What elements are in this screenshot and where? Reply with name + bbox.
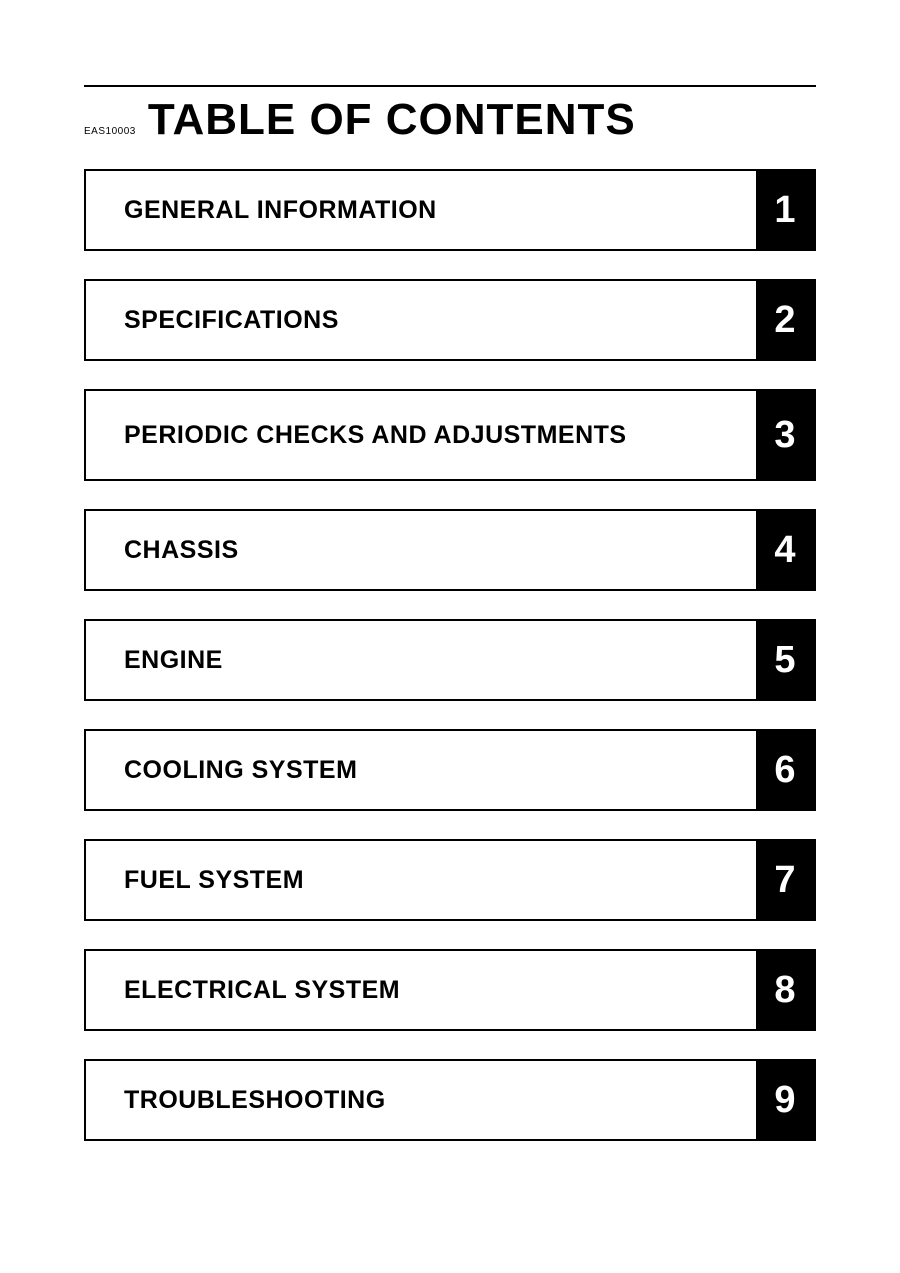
toc-row-general-information[interactable]: GENERAL INFORMATION 1 bbox=[84, 169, 816, 251]
toc-label-cell: CHASSIS bbox=[86, 511, 756, 589]
toc-label-cell: ENGINE bbox=[86, 621, 756, 699]
toc-number-cell: 1 bbox=[756, 171, 814, 249]
toc-label-cell: PERIODIC CHECKS AND ADJUSTMENTS bbox=[86, 391, 756, 479]
toc-label: COOLING SYSTEM bbox=[124, 755, 357, 785]
toc-row-fuel-system[interactable]: FUEL SYSTEM 7 bbox=[84, 839, 816, 921]
toc-label-cell: TROUBLESHOOTING bbox=[86, 1061, 756, 1139]
toc-number-cell: 7 bbox=[756, 841, 814, 919]
doc-code: EAS10003 bbox=[84, 126, 136, 137]
toc-row-periodic-checks[interactable]: PERIODIC CHECKS AND ADJUSTMENTS 3 bbox=[84, 389, 816, 481]
toc-number: 9 bbox=[774, 1079, 795, 1122]
toc-number: 6 bbox=[774, 749, 795, 792]
toc-number-cell: 5 bbox=[756, 621, 814, 699]
toc-label: PERIODIC CHECKS AND ADJUSTMENTS bbox=[124, 420, 627, 450]
toc-label: TROUBLESHOOTING bbox=[124, 1085, 386, 1115]
toc-label: ELECTRICAL SYSTEM bbox=[124, 975, 400, 1005]
header-rule bbox=[84, 85, 816, 87]
header-line: EAS10003 TABLE OF CONTENTS bbox=[84, 95, 816, 145]
toc-row-troubleshooting[interactable]: TROUBLESHOOTING 9 bbox=[84, 1059, 816, 1141]
toc-number-cell: 2 bbox=[756, 281, 814, 359]
toc-number: 4 bbox=[774, 529, 795, 572]
toc-label-cell: FUEL SYSTEM bbox=[86, 841, 756, 919]
toc-number: 7 bbox=[774, 859, 795, 902]
page-title: TABLE OF CONTENTS bbox=[148, 95, 636, 145]
toc-number: 5 bbox=[774, 639, 795, 682]
toc-number: 1 bbox=[774, 189, 795, 232]
toc-label: FUEL SYSTEM bbox=[124, 865, 304, 895]
toc-number-cell: 9 bbox=[756, 1061, 814, 1139]
toc-label: SPECIFICATIONS bbox=[124, 305, 339, 335]
toc-row-engine[interactable]: ENGINE 5 bbox=[84, 619, 816, 701]
toc-label: GENERAL INFORMATION bbox=[124, 195, 437, 225]
toc-number: 2 bbox=[774, 299, 795, 342]
toc-number-cell: 4 bbox=[756, 511, 814, 589]
toc-label-cell: GENERAL INFORMATION bbox=[86, 171, 756, 249]
page-container: EAS10003 TABLE OF CONTENTS GENERAL INFOR… bbox=[0, 0, 900, 1141]
toc-number-cell: 8 bbox=[756, 951, 814, 1029]
toc-label: ENGINE bbox=[124, 645, 223, 675]
toc-number: 8 bbox=[774, 969, 795, 1012]
toc-number: 3 bbox=[774, 414, 795, 457]
toc-row-chassis[interactable]: CHASSIS 4 bbox=[84, 509, 816, 591]
toc-row-specifications[interactable]: SPECIFICATIONS 2 bbox=[84, 279, 816, 361]
toc-list: GENERAL INFORMATION 1 SPECIFICATIONS 2 P… bbox=[84, 169, 816, 1141]
toc-row-cooling-system[interactable]: COOLING SYSTEM 6 bbox=[84, 729, 816, 811]
toc-label-cell: SPECIFICATIONS bbox=[86, 281, 756, 359]
toc-number-cell: 3 bbox=[756, 391, 814, 479]
toc-label-cell: ELECTRICAL SYSTEM bbox=[86, 951, 756, 1029]
toc-label-cell: COOLING SYSTEM bbox=[86, 731, 756, 809]
toc-number-cell: 6 bbox=[756, 731, 814, 809]
toc-row-electrical-system[interactable]: ELECTRICAL SYSTEM 8 bbox=[84, 949, 816, 1031]
toc-label: CHASSIS bbox=[124, 535, 239, 565]
